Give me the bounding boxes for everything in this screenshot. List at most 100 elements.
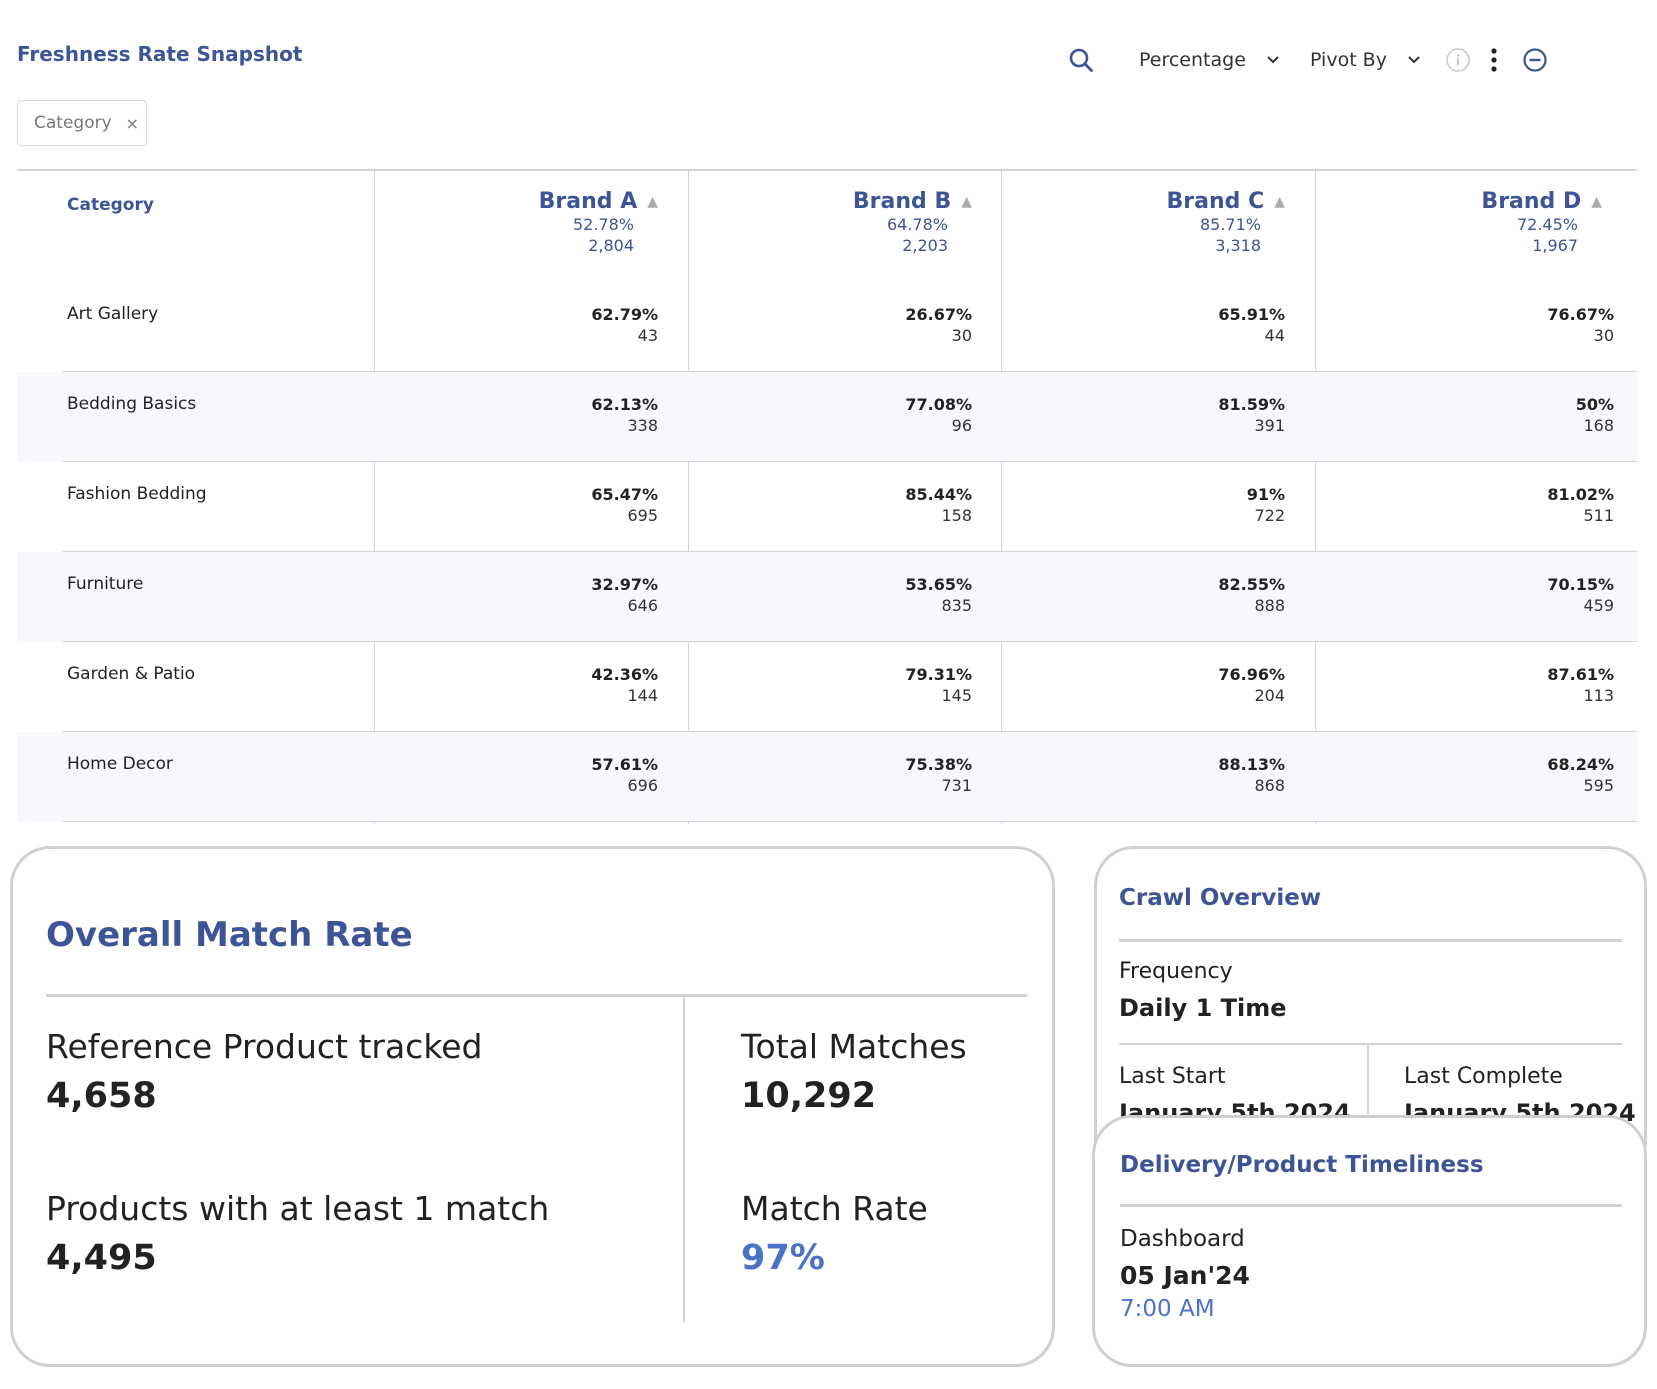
brand-c-count: 3,318 — [1215, 236, 1261, 255]
row-category: Home Decor — [67, 754, 173, 774]
info-icon — [1446, 48, 1470, 72]
category-column-header[interactable]: Category — [67, 195, 154, 215]
row-category: Art Gallery — [67, 304, 159, 324]
table-cell: 91% 722 — [1246, 485, 1285, 525]
pivot-select-label: Pivot By — [1310, 49, 1387, 71]
brand-b-pct: 64.78% — [886, 215, 948, 234]
pivot-select[interactable]: Pivot By — [1310, 40, 1421, 80]
frequency-value: Daily 1 Time — [1119, 994, 1287, 1022]
brand-b-column-header[interactable]: Brand B ▲ 64.78% 2,203 — [852, 189, 972, 256]
row-category: Bedding Basics — [67, 394, 197, 414]
divider — [1119, 1043, 1622, 1045]
brand-d-pct: 72.45% — [1516, 215, 1578, 234]
category-filter-chip[interactable]: Category × — [17, 100, 147, 146]
row-divider — [63, 821, 1637, 822]
last-start-label: Last Start — [1119, 1064, 1226, 1089]
table-row[interactable]: Bedding Basics 62.13% 338 77.08% 96 81.59%… — [17, 372, 1637, 462]
brand-a-column-header[interactable]: Brand A ▲ 52.78% 2,804 — [539, 189, 658, 256]
chevron-down-icon — [1267, 56, 1279, 64]
table-cell: 50% 168 — [1575, 395, 1614, 435]
table-cell: 32.97% 646 — [591, 575, 658, 615]
table-row[interactable]: Art Gallery 62.79% 43 26.67% 30 65.91% 44 7… — [17, 282, 1637, 372]
table-cell: 42.36% 144 — [591, 665, 658, 705]
row-divider — [63, 371, 1637, 372]
table-cell: 85.44% 158 — [905, 485, 972, 525]
delivery-time: 7:00 AM — [1120, 1296, 1215, 1322]
divider — [1119, 939, 1622, 942]
brand-b-name: Brand B — [852, 189, 952, 214]
divider — [1120, 1204, 1622, 1207]
more-vertical-icon — [1491, 48, 1497, 72]
card-title: Crawl Overview — [1119, 885, 1322, 911]
delivery-timeliness-card: Delivery/Product Timeliness Dashboard 05… — [1092, 1115, 1647, 1367]
filter-chip-label: Category — [34, 113, 112, 133]
freshness-table: Category Brand A ▲ 52.78% 2,804 Brand B ▲ … — [17, 169, 1637, 822]
sort-asc-icon[interactable]: ▲ — [647, 193, 658, 210]
table-cell: 81.59% 391 — [1218, 395, 1285, 435]
column-divider — [374, 169, 375, 824]
sort-asc-icon[interactable]: ▲ — [1274, 193, 1285, 210]
card-title: Delivery/Product Timeliness — [1120, 1152, 1484, 1178]
search-button[interactable] — [1068, 40, 1094, 80]
reference-products-stat: Reference Product tracked 4,658 — [46, 1027, 483, 1116]
metric-select[interactable]: Percentage — [1139, 40, 1280, 80]
brand-d-name: Brand D — [1481, 189, 1582, 214]
row-divider — [63, 551, 1637, 552]
delivery-date: 05 Jan'24 — [1120, 1261, 1250, 1290]
close-icon[interactable]: × — [125, 113, 140, 133]
chevron-down-icon — [1408, 56, 1420, 64]
dashboard-label: Dashboard — [1120, 1226, 1245, 1252]
table-cell: 76.67% 30 — [1547, 305, 1614, 345]
crawl-overview-card: Crawl Overview Frequency Daily 1 Time La… — [1094, 846, 1647, 1146]
table-cell: 82.55% 888 — [1218, 575, 1285, 615]
row-category: Garden & Patio — [67, 664, 196, 684]
products-matched-stat: Products with at least 1 match 4,495 — [46, 1189, 550, 1278]
brand-a-count: 2,804 — [588, 236, 634, 255]
table-row[interactable]: Home Decor 57.61% 696 75.38% 731 88.13% 868… — [17, 732, 1637, 822]
metric-select-label: Percentage — [1139, 49, 1246, 71]
divider — [46, 994, 1027, 997]
table-cell: 53.65% 835 — [905, 575, 972, 615]
page-title: Freshness Rate Snapshot — [17, 42, 303, 66]
table-row[interactable]: Furniture 32.97% 646 53.65% 835 82.55% 888 … — [17, 552, 1637, 642]
info-button[interactable] — [1445, 40, 1471, 80]
brand-a-name: Brand A — [538, 189, 638, 214]
match-rate-stat: Match Rate 97% — [741, 1189, 928, 1278]
row-category: Furniture — [67, 574, 144, 594]
brand-d-column-header[interactable]: Brand D ▲ 72.45% 1,967 — [1481, 189, 1602, 256]
brand-c-pct: 85.71% — [1199, 215, 1261, 234]
table-cell: 62.79% 43 — [591, 305, 658, 345]
collapse-icon — [1523, 48, 1547, 72]
frequency-label: Frequency — [1119, 959, 1233, 984]
header-toolbar: Percentage Pivot By — [1057, 40, 1657, 80]
column-divider — [1315, 169, 1316, 824]
brand-c-name: Brand C — [1166, 189, 1265, 214]
row-divider — [63, 461, 1637, 462]
last-complete-label: Last Complete — [1404, 1064, 1563, 1089]
table-cell: 62.13% 338 — [591, 395, 658, 435]
column-divider — [688, 169, 689, 824]
table-cell: 77.08% 96 — [905, 395, 972, 435]
column-divider — [1001, 169, 1002, 824]
row-divider — [63, 731, 1637, 732]
table-cell: 76.96% 204 — [1218, 665, 1285, 705]
table-row[interactable]: Garden & Patio 42.36% 144 79.31% 145 76.96… — [17, 642, 1637, 732]
table-row[interactable]: Fashion Bedding 65.47% 695 85.44% 158 91% 7… — [17, 462, 1637, 552]
search-icon — [1069, 48, 1093, 72]
table-cell: 79.31% 145 — [905, 665, 972, 705]
table-cell: 68.24% 595 — [1547, 755, 1614, 795]
card-title: Overall Match Rate — [46, 915, 413, 955]
table-cell: 65.47% 695 — [591, 485, 658, 525]
brand-c-column-header[interactable]: Brand C ▲ 85.71% 3,318 — [1167, 189, 1285, 256]
collapse-button[interactable] — [1522, 40, 1548, 80]
overall-match-rate-card: Overall Match Rate Reference Product tra… — [10, 846, 1055, 1367]
sort-asc-icon[interactable]: ▲ — [1591, 193, 1602, 210]
table-cell: 75.38% 731 — [905, 755, 972, 795]
table-cell: 65.91% 44 — [1218, 305, 1285, 345]
table-cell: 81.02% 511 — [1547, 485, 1614, 525]
more-options-button[interactable] — [1489, 40, 1499, 80]
sort-asc-icon[interactable]: ▲ — [961, 193, 972, 210]
row-category: Fashion Bedding — [67, 484, 207, 504]
table-cell: 26.67% 30 — [905, 305, 972, 345]
brand-b-count: 2,203 — [902, 236, 948, 255]
